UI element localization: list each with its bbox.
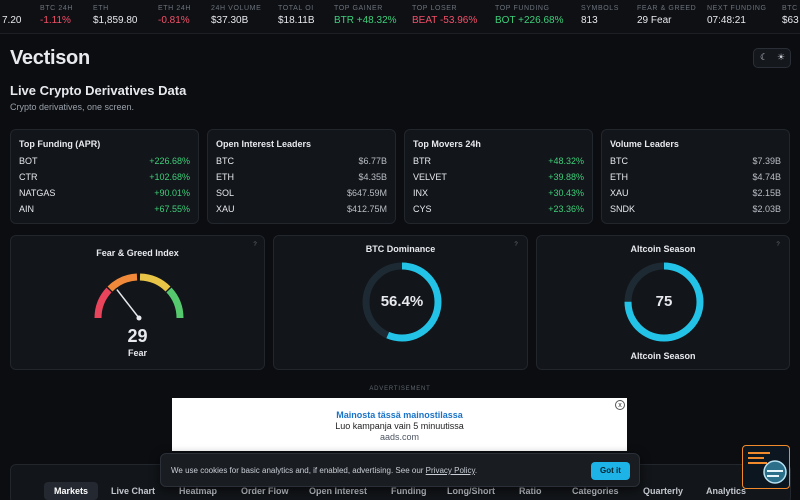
card-volume-leaders[interactable]: Volume Leaders BTC $7.39B ETH $4.74B XAU $2… <box>601 129 790 224</box>
list-item[interactable]: BOT +226.68% <box>19 156 190 166</box>
panel-title: Fear & Greed Index <box>96 248 179 258</box>
list-item[interactable]: BTC $6.77B <box>216 156 387 166</box>
card-top-funding[interactable]: Top Funding (APR) BOT +226.68% CTR +102.68… <box>10 129 199 224</box>
ticker-item: TOTAL OI $18.11B <box>278 5 315 26</box>
card-title: Top Funding (APR) <box>19 139 101 149</box>
privacy-policy-link[interactable]: Privacy Policy <box>425 466 475 475</box>
brand-logo[interactable]: Vectison <box>10 47 90 69</box>
chat-widget-button[interactable] <box>742 445 790 489</box>
list-item[interactable]: NATGAS +90.01% <box>19 188 190 198</box>
card-title: Top Movers 24h <box>413 139 481 149</box>
cookie-banner: We use cookies for basic analytics and, … <box>160 453 640 487</box>
page-title: Live Crypto Derivatives Data <box>10 83 187 98</box>
tab-heatmap[interactable]: Heatmap <box>179 486 218 496</box>
tab-live-chart[interactable]: Live Chart <box>111 486 156 496</box>
tab-analytics[interactable]: Analytics <box>706 486 747 496</box>
tab-order-flow[interactable]: Order Flow <box>241 486 289 496</box>
fear-greed-gauge <box>94 273 184 321</box>
btc-dominance-panel: BTC Dominance ? 56.4% <box>273 235 528 370</box>
panel-title: BTC Dominance <box>365 244 436 254</box>
fear-greed-value: 29 <box>127 326 148 346</box>
theme-toggle[interactable]: ☾ ☀ <box>753 48 791 68</box>
list-item[interactable]: BTC $7.39B <box>610 156 781 166</box>
card-title: Volume Leaders <box>610 139 679 149</box>
chat-widget-icon[interactable] <box>743 446 789 488</box>
ad-headline[interactable]: Mainosta tässä mainostilassa <box>336 410 463 420</box>
list-item[interactable]: VELVET +39.88% <box>413 172 584 182</box>
close-icon[interactable]: x <box>615 400 625 410</box>
card-title: Open Interest Leaders <box>216 139 312 149</box>
ring-progress <box>362 262 442 342</box>
tab-markets[interactable]: Markets <box>44 482 99 500</box>
gauge-needle <box>116 289 140 319</box>
card-open-interest-leaders[interactable]: Open Interest Leaders BTC $6.77B ETH $4.35… <box>207 129 396 224</box>
help-icon[interactable]: ? <box>253 242 257 248</box>
ad-label: ADVERTISEMENT <box>369 386 431 392</box>
gauge-segment-greed <box>166 287 184 319</box>
list-item[interactable]: SOL $647.59M <box>216 188 387 198</box>
tab-ratio[interactable]: Ratio <box>519 486 542 496</box>
ticker-item: TOP GAINER BTR +48.32% <box>334 5 397 26</box>
ticker-item: ETH $1,859.80 <box>93 5 138 26</box>
ticker-item: SYMBOLS 813 <box>581 5 620 26</box>
ticker-item: FEAR & GREED 29 Fear <box>637 5 697 26</box>
icon-line <box>748 462 767 464</box>
help-icon[interactable]: ? <box>514 242 518 248</box>
list-item[interactable]: ETH $4.74B <box>610 172 781 182</box>
panel-title: Altcoin Season <box>630 244 696 254</box>
sun-icon[interactable]: ☀ <box>777 52 786 62</box>
altcoin-season-label: Altcoin Season <box>630 351 696 361</box>
cookie-text: We use cookies for basic analytics and, … <box>171 466 478 475</box>
list-item[interactable]: SNDK $2.03B <box>610 204 781 214</box>
list-item[interactable]: INX +30.43% <box>413 188 584 198</box>
page-subtitle: Crypto derivatives, one screen. <box>10 102 135 112</box>
tab-long-short[interactable]: Long/Short <box>447 486 495 496</box>
help-icon[interactable]: ? <box>776 242 780 248</box>
list-item[interactable]: CTR +102.68% <box>19 172 190 182</box>
moon-icon[interactable]: ☾ <box>760 52 769 62</box>
altcoin-season-value: 75 <box>655 293 673 310</box>
ad-text: Luo kampanja vain 5 minuutissa <box>335 421 464 431</box>
icon-line <box>767 470 783 472</box>
cookie-accept-button[interactable]: Got it <box>591 462 630 480</box>
ticker-item: ETH 24H -0.81% <box>158 5 191 26</box>
market-ticker: 7.20 BTC 24H -1.11% ETH $1,859.80 ETH 24H -… <box>0 0 800 34</box>
btc-dominance-value: 56.4% <box>380 293 424 310</box>
icon-line <box>767 475 779 477</box>
ad-domain[interactable]: aads.com <box>379 432 420 442</box>
tab-categories[interactable]: Categories <box>572 486 619 496</box>
tab-quarterly[interactable]: Quarterly <box>643 486 684 496</box>
ad-banner[interactable]: x Mainosta tässä mainostilassa Luo kampa… <box>172 398 627 451</box>
list-item[interactable]: ETH $4.35B <box>216 172 387 182</box>
ticker-item: NEXT FUNDING 07:48:21 <box>707 5 767 26</box>
ticker-item: 7.20 <box>2 15 22 26</box>
list-item[interactable]: AIN +67.55% <box>19 204 190 214</box>
gauge-segment-fear <box>107 273 138 292</box>
tab-open-interest[interactable]: Open Interest <box>309 486 368 496</box>
list-item[interactable]: XAU $2.15B <box>610 188 781 198</box>
gauge-pivot <box>136 315 142 321</box>
fear-greed-label: Fear <box>127 348 147 358</box>
gauge-segment-neutral <box>139 273 171 292</box>
list-item[interactable]: BTR +48.32% <box>413 156 584 166</box>
ticker-item: TOP LOSER BEAT -53.96% <box>412 5 478 26</box>
ticker-item: BTC 24H -1.11% <box>40 5 73 26</box>
icon-line <box>748 452 770 454</box>
altcoin-season-panel: Altcoin Season ? 75 Altcoin Season <box>536 235 790 370</box>
btc-dominance-ring <box>362 262 442 342</box>
ticker-item: 24H VOLUME $37.30B <box>211 5 262 26</box>
card-top-movers[interactable]: Top Movers 24h BTR +48.32% VELVET +39.88% … <box>404 129 593 224</box>
list-item[interactable]: XAU $412.75M <box>216 204 387 214</box>
fear-greed-panel: Fear & Greed Index ? 29 Fear <box>10 235 265 370</box>
ring-progress <box>624 262 704 342</box>
icon-line <box>748 457 764 459</box>
ticker-item: BTC $63 <box>782 5 799 26</box>
ticker-item: TOP FUNDING BOT +226.68% <box>495 5 564 26</box>
tab-funding[interactable]: Funding <box>391 486 427 496</box>
gauge-segment-extreme-fear <box>94 287 112 319</box>
altcoin-season-ring <box>624 262 704 342</box>
list-item[interactable]: CYS +23.36% <box>413 204 584 214</box>
